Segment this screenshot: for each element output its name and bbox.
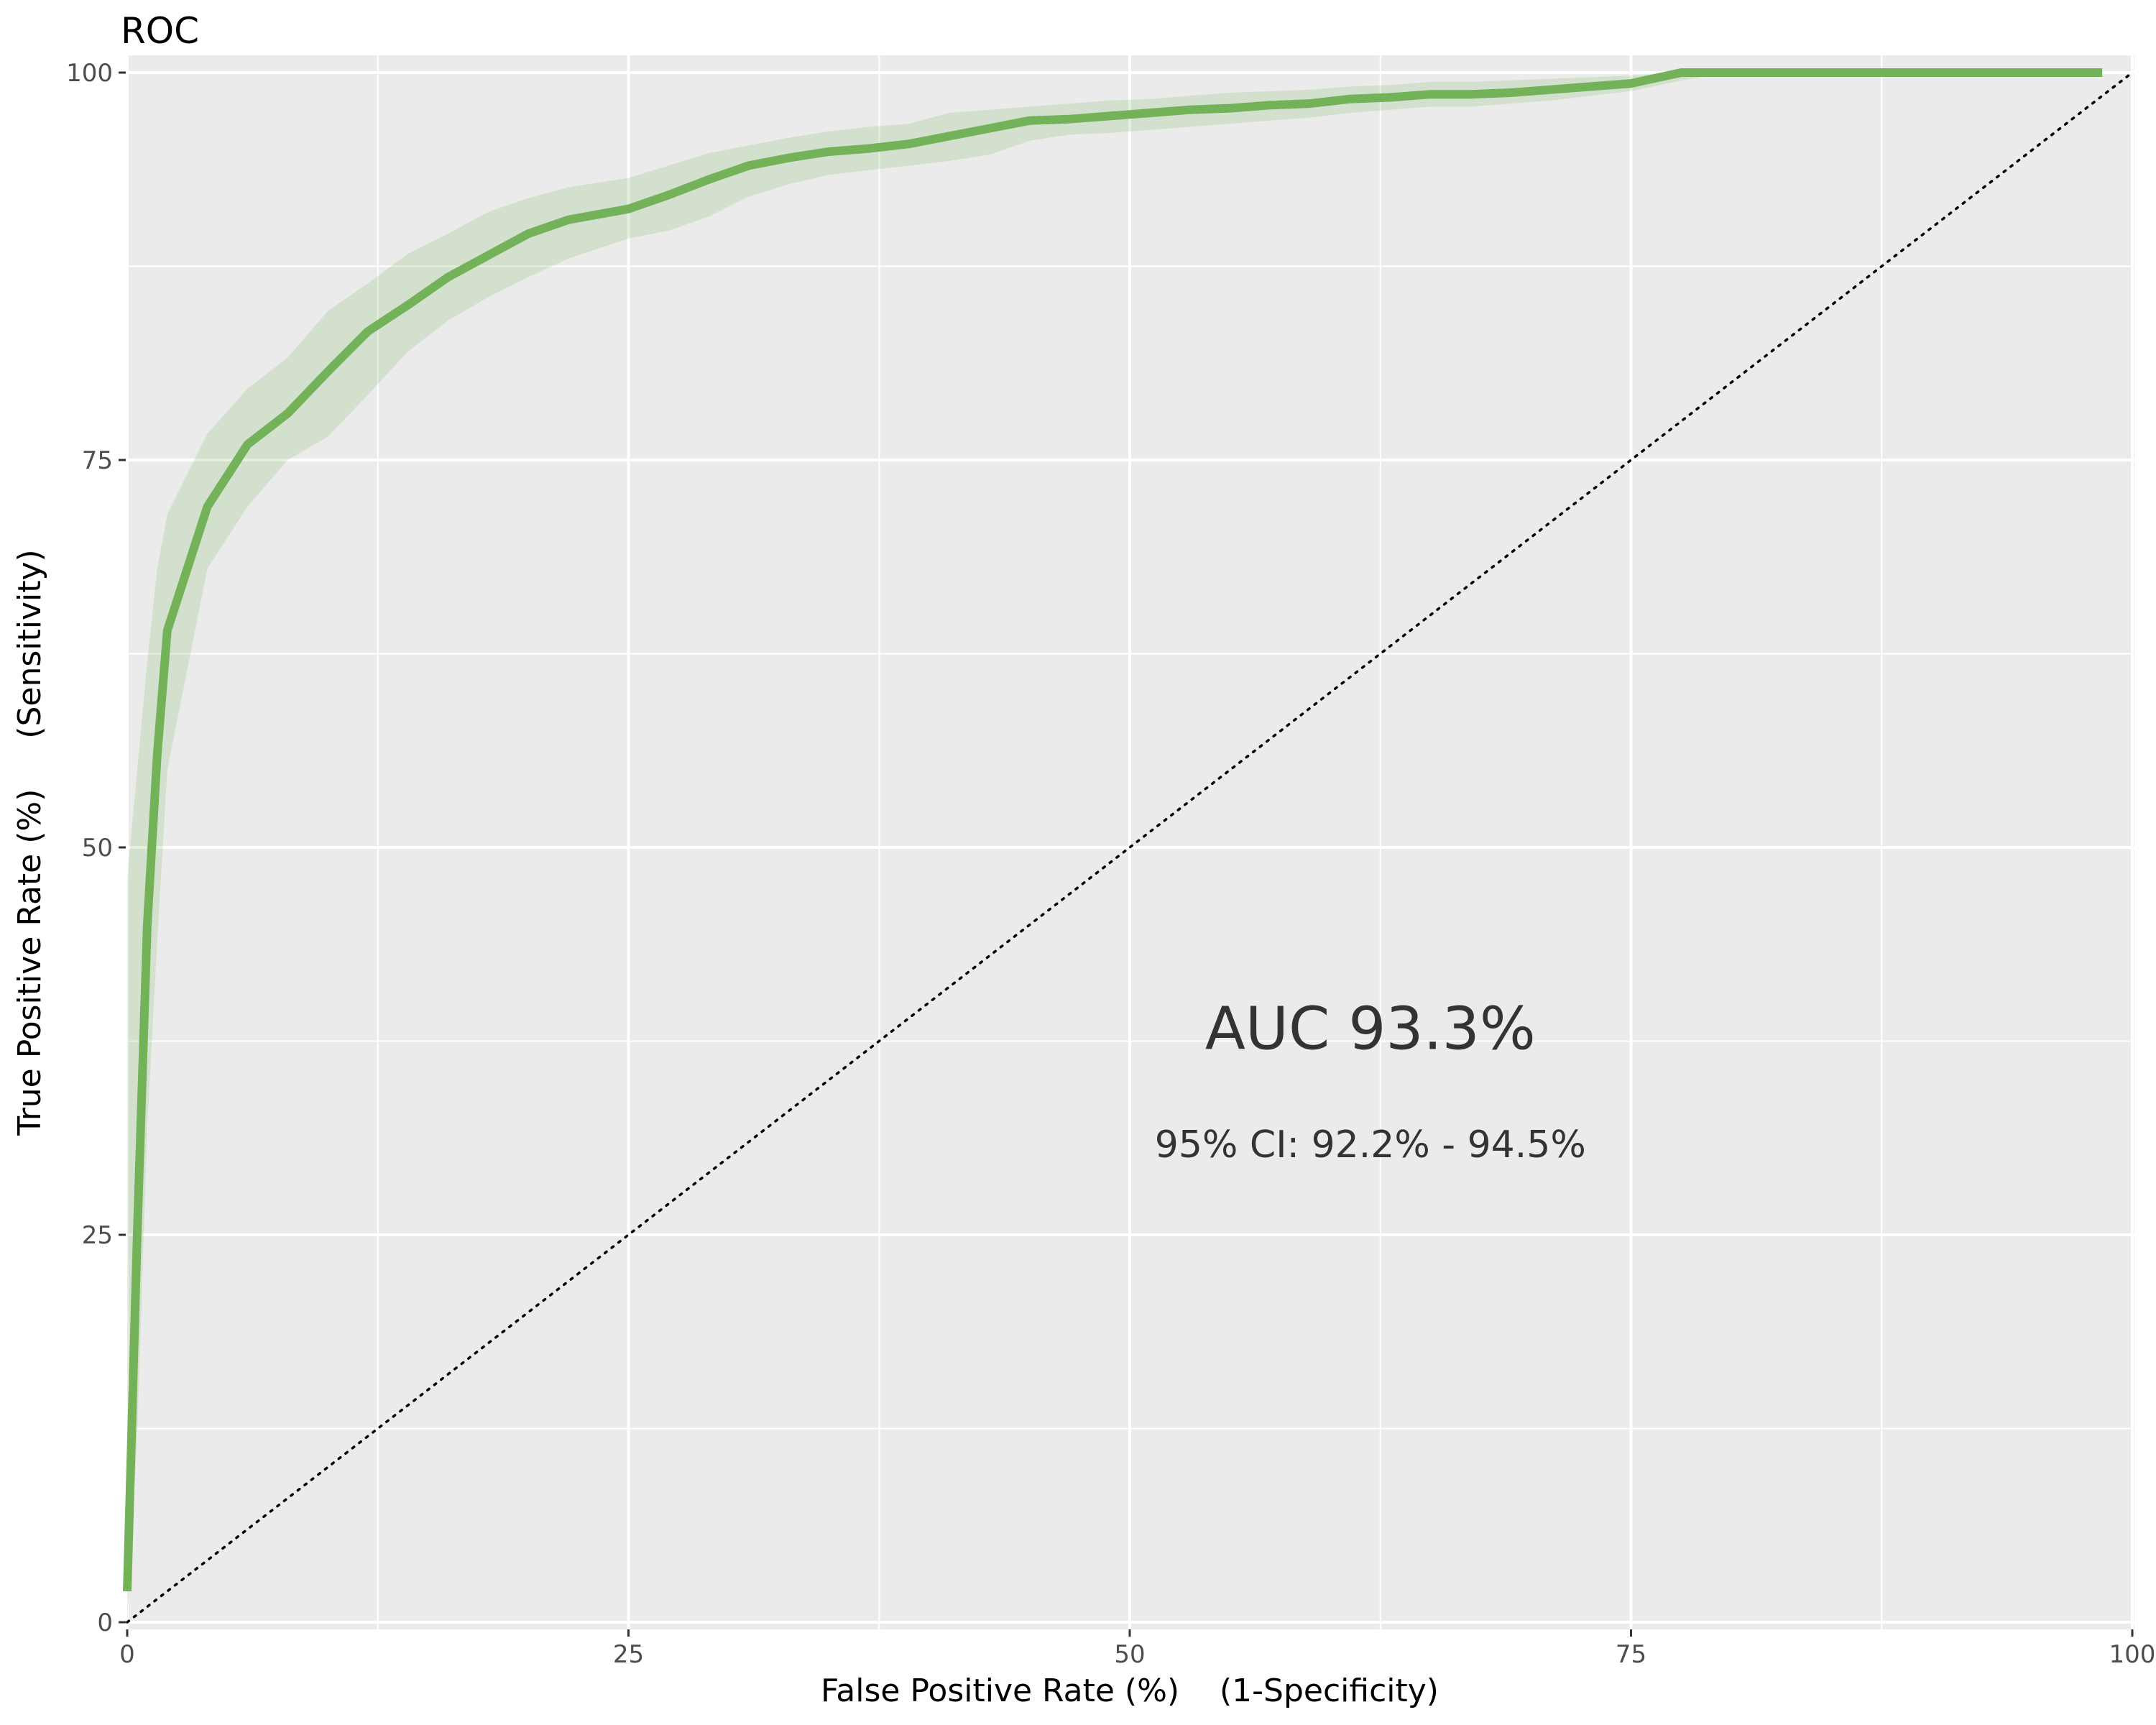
auc-annotation: AUC 93.3% — [1205, 995, 1536, 1063]
annotations: AUC 93.3% 95% CI: 92.2% - 94.5% — [1155, 995, 1586, 1167]
reference-diagonal-line — [126, 71, 2134, 1624]
y-tick-label: 50 — [82, 834, 113, 862]
y-tick-label: 25 — [82, 1221, 113, 1250]
roc-curve-line — [123, 68, 2103, 1592]
y-tick-label: 75 — [82, 446, 113, 475]
ci-annotation: 95% CI: 92.2% - 94.5% — [1155, 1123, 1586, 1167]
y-axis-title: True Positive Rate (%) (Sensitivity) — [11, 549, 48, 1136]
y-tick-label: 100 — [66, 59, 113, 88]
x-tick-label: 100 — [2109, 1640, 2156, 1669]
x-tick-label: 25 — [613, 1640, 644, 1669]
x-tick-label: 50 — [1114, 1640, 1145, 1669]
chart-title: ROC — [121, 10, 199, 52]
x-axis-title: False Positive Rate (%) (1-Specificity) — [821, 1673, 1439, 1709]
x-tick-label: 0 — [119, 1640, 135, 1669]
x-tick-label: 75 — [1616, 1640, 1646, 1669]
y-axis-ticks: 0 25 50 75 100 — [66, 59, 126, 1637]
grid-major — [126, 55, 2134, 1629]
y-tick-label: 0 — [97, 1609, 113, 1637]
x-axis-ticks: 0 25 50 75 100 — [119, 1629, 2155, 1669]
